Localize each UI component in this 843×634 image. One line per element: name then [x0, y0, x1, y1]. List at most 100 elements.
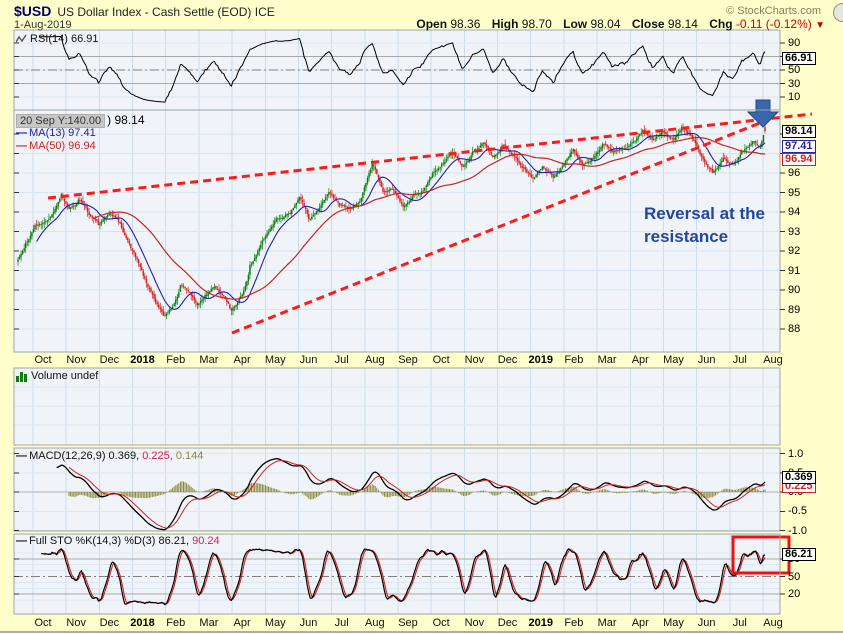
- sto-value-1: 86.21,: [158, 535, 190, 547]
- ma13-legend-text: MA(13) 97.41: [29, 127, 96, 139]
- axis-tick-label: 89: [788, 303, 801, 316]
- ma50-line-icon: —: [16, 140, 27, 152]
- macd-line-icon: —: [16, 450, 27, 462]
- month-label: Aug: [763, 354, 783, 366]
- macd-legend-name: MACD(12,26,9): [29, 450, 106, 462]
- axis-tick-label: 90: [788, 37, 801, 49]
- ma50-legend-text: MA(50) 96.94: [29, 140, 96, 152]
- ma13-value-box: 97.41: [782, 140, 816, 153]
- window-bottom-edge: [0, 631, 843, 633]
- month-label: Feb: [166, 354, 186, 366]
- sto-legend: — Full STO %K(14,3) %D(3) 86.21, 90.24: [16, 535, 220, 547]
- month-label: Dec: [99, 354, 120, 366]
- macd-value-2: 0.225,: [142, 450, 173, 462]
- month-label: Jul: [334, 617, 349, 629]
- axis-tick-label: 95: [788, 186, 801, 199]
- sto-value-2: 90.24: [192, 535, 220, 547]
- rsi-legend-text: RSI(14) 66.91: [30, 33, 99, 45]
- month-label: Oct: [34, 354, 52, 366]
- month-label: 2018: [130, 354, 155, 366]
- month-label: Feb: [564, 617, 584, 629]
- page-title: US Dollar Index - Cash Settle (EOD) ICE: [57, 5, 275, 19]
- month-label: Apr: [233, 354, 251, 366]
- open-value: 98.36: [450, 17, 481, 31]
- volume-legend-text: Volume undef: [31, 370, 99, 382]
- month-label: Jul: [732, 617, 747, 629]
- low-label: Low: [563, 17, 588, 31]
- axis-tick-label: 1.0: [788, 447, 804, 460]
- volume-legend: Volume undef: [16, 370, 98, 382]
- hover-tooltip: 20 Sep Y:140.00: [16, 114, 106, 128]
- month-label: Oct: [432, 617, 450, 629]
- axis-tick-label: 94: [788, 206, 801, 218]
- month-label: Aug: [763, 617, 783, 629]
- zigzag-icon: [16, 34, 27, 43]
- axis-tick-label: 96: [788, 167, 801, 179]
- month-label: Mar: [597, 617, 617, 629]
- month-label: Mar: [199, 617, 219, 629]
- rsi-value-box: 66.91: [782, 52, 816, 65]
- macd-value-box: 0.369: [782, 471, 816, 484]
- macd-value-3: 0.144: [175, 450, 204, 462]
- chg-label: Chg: [709, 17, 733, 31]
- sto-line-icon: —: [16, 535, 27, 547]
- month-label: Oct: [34, 617, 52, 629]
- axis-tick-label: 20: [788, 588, 801, 601]
- axis-tick-label: 30: [788, 77, 801, 90]
- rsi-legend: RSI(14) 66.91: [16, 33, 98, 45]
- chg-down-triangle-icon[interactable]: ▼: [815, 20, 825, 31]
- ohlc-readout: Open 98.36 High 98.70 Low 98.04 Close 98…: [408, 17, 825, 31]
- stockcharts-watermark: © StockCharts.com: [726, 5, 821, 17]
- month-label: Dec: [497, 354, 518, 366]
- axis-tick-label: -0.5: [788, 505, 807, 518]
- axis-tick-label: 88: [788, 323, 801, 335]
- axis-tick-label: 92: [788, 245, 801, 257]
- axis-tick-label: 90: [788, 284, 801, 296]
- high-value: 98.70: [521, 17, 552, 31]
- month-label: Feb: [564, 354, 584, 366]
- chart-header: $USD US Dollar Index - Cash Settle (EOD) …: [14, 3, 275, 21]
- open-label: Open: [416, 17, 448, 31]
- month-label: Apr: [631, 354, 649, 366]
- month-label: Nov: [464, 354, 485, 366]
- axis-tick-label: 50: [788, 570, 801, 583]
- symbol-label: $USD: [14, 3, 52, 19]
- price-legend-value: ) 98.14: [107, 113, 145, 127]
- month-label: Dec: [497, 617, 518, 629]
- month-label: Jul: [732, 354, 747, 366]
- month-label: Apr: [233, 617, 251, 629]
- macd-value-1: 0.369,: [108, 450, 140, 462]
- axis-tick-label: 93: [788, 225, 801, 238]
- month-label: Jun: [299, 354, 318, 366]
- ma50-value-box: 96.94: [782, 153, 816, 166]
- month-label: Jun: [697, 354, 716, 366]
- month-label: 2019: [528, 617, 553, 629]
- month-label: May: [663, 354, 684, 366]
- low-value: 98.04: [590, 17, 621, 31]
- month-label: Aug: [365, 617, 385, 629]
- ma13-line-icon: —: [16, 127, 27, 139]
- chart-date: 1-Aug-2019: [14, 19, 72, 31]
- month-label: Nov: [66, 617, 86, 629]
- axis-tick-label: -1.0: [788, 524, 807, 537]
- ma50-legend: — MA(50) 96.94: [16, 140, 96, 152]
- month-label: Sep: [398, 617, 418, 629]
- close-value: 98.14: [667, 17, 698, 31]
- month-label: Oct: [432, 354, 450, 366]
- macd-legend: — MACD(12,26,9) 0.369, 0.225, 0.144: [16, 450, 203, 462]
- chg-value: -0.11 (-0.12%): [735, 17, 812, 31]
- axis-tick-label: 10: [788, 91, 801, 103]
- month-label: Nov: [66, 354, 86, 366]
- month-label: Jul: [334, 354, 349, 366]
- high-label: High: [491, 17, 519, 31]
- month-label: Sep: [398, 354, 418, 366]
- axis-tick-label: 50: [788, 64, 801, 76]
- month-label: Mar: [597, 354, 617, 366]
- axis-tick-label: 91: [788, 264, 801, 277]
- sto-value-box: 86.21: [782, 548, 816, 561]
- volume-bars-icon: [16, 371, 27, 382]
- month-label: May: [264, 617, 286, 629]
- annotation-text: Reversal at the resistance: [644, 202, 765, 248]
